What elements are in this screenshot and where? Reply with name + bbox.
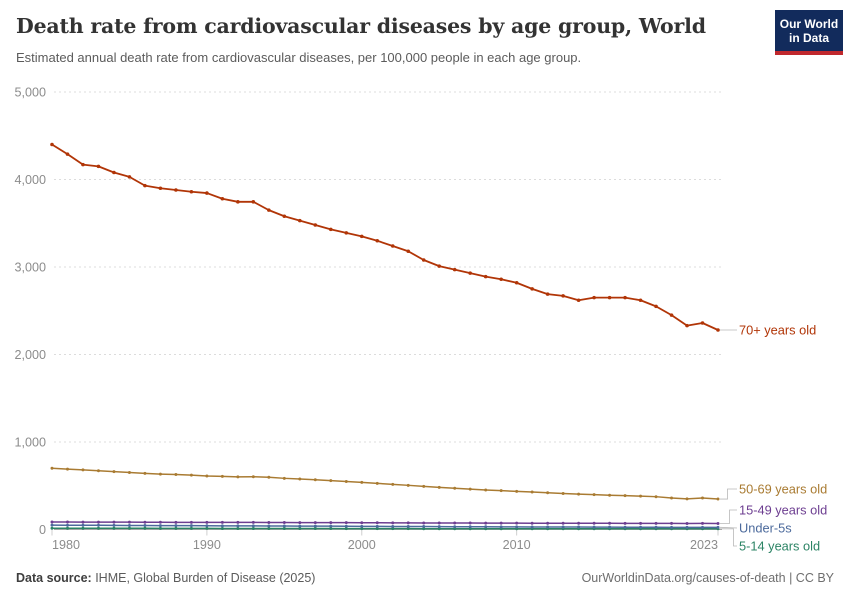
svg-text:1980: 1980 — [52, 538, 80, 552]
footer: Data source: IHME, Global Burden of Dise… — [0, 558, 850, 600]
credit-link[interactable]: OurWorldinData.org/causes-of-death | CC … — [581, 571, 834, 585]
svg-text:3,000: 3,000 — [14, 261, 46, 275]
series-label-under-5s: Under-5s — [739, 520, 792, 536]
series-label-15-49-years-old: 15-49 years old — [739, 502, 828, 518]
owid-logo-line1: Our World — [779, 17, 839, 31]
svg-text:0: 0 — [39, 523, 46, 537]
svg-text:4,000: 4,000 — [14, 173, 46, 187]
svg-text:2000: 2000 — [348, 538, 376, 552]
svg-text:1,000: 1,000 — [14, 436, 46, 450]
svg-text:2,000: 2,000 — [14, 348, 46, 362]
svg-text:2023: 2023 — [690, 538, 718, 552]
series-label-50-69-years-old: 50-69 years old — [739, 481, 828, 497]
owid-logo[interactable]: Our World in Data — [775, 10, 843, 56]
svg-text:2010: 2010 — [503, 538, 531, 552]
data-source: Data source: IHME, Global Burden of Dise… — [16, 571, 315, 585]
data-source-text: IHME, Global Burden of Disease (2025) — [91, 571, 316, 585]
svg-text:1990: 1990 — [193, 538, 221, 552]
series-label-70-plus-years-old: 70+ years old — [739, 322, 817, 338]
series-label-5-14-years-old: 5-14 years old — [739, 538, 821, 554]
chart-subtitle: Estimated annual death rate from cardiov… — [16, 50, 582, 65]
svg-text:5,000: 5,000 — [14, 86, 46, 100]
chart-title: Death rate from cardiovascular diseases … — [16, 14, 706, 38]
owid-logo-line2: in Data — [788, 31, 829, 46]
data-source-label: Data source: — [16, 571, 92, 585]
